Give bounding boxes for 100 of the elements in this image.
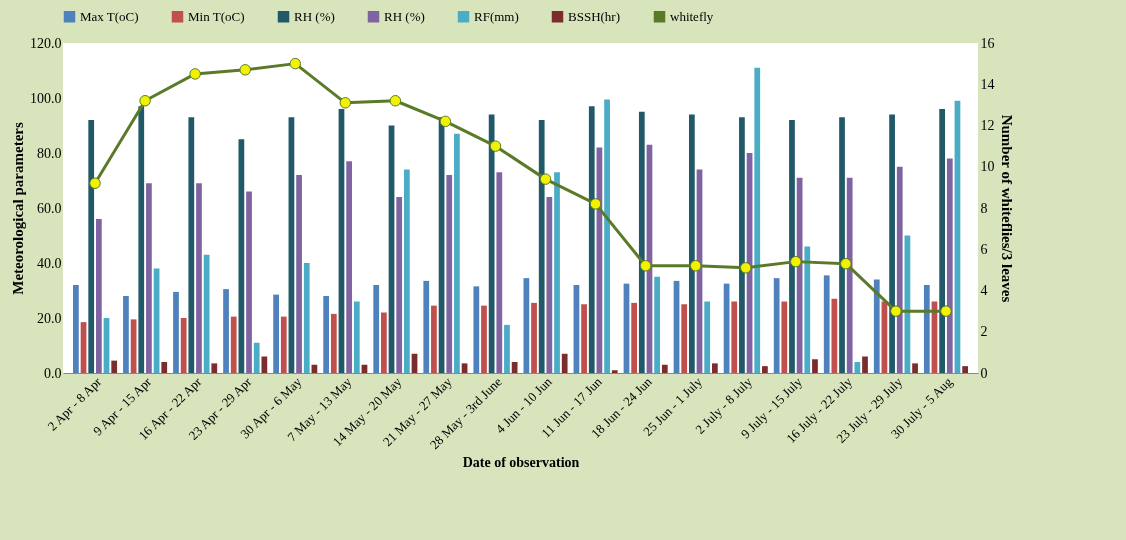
bar — [581, 304, 587, 373]
bar — [681, 304, 688, 373]
bar — [804, 246, 811, 373]
y2-tick-label: 14 — [980, 76, 995, 92]
bar — [146, 183, 152, 373]
bar — [373, 285, 380, 373]
x-axis-title: Date of observation — [462, 455, 580, 471]
legend-label: Max T(oC) — [80, 8, 139, 24]
y-tick-label: 80.0 — [37, 145, 62, 161]
y-tick-label: 0.0 — [44, 365, 62, 381]
bar — [762, 366, 768, 373]
bar — [496, 172, 503, 373]
bar — [588, 106, 595, 373]
y-axis-title: Meteorological parameters — [10, 122, 26, 295]
bar — [661, 364, 668, 373]
point — [439, 115, 452, 128]
bar — [203, 254, 210, 373]
point — [539, 173, 552, 185]
bar — [688, 114, 695, 373]
y2-tick-label: 8 — [980, 200, 988, 216]
y2-tick-label: 10 — [980, 159, 995, 175]
bar — [912, 363, 918, 373]
bar — [796, 177, 803, 373]
bar — [238, 139, 245, 373]
bar — [846, 177, 853, 373]
y-tick-label: 20.0 — [37, 310, 62, 326]
bar — [638, 111, 645, 373]
bar — [731, 301, 738, 373]
bar — [773, 278, 780, 373]
y2-tick-label: 16 — [980, 35, 995, 51]
bar — [95, 219, 102, 373]
y-tick-label: 120.0 — [30, 35, 62, 51]
bar — [253, 342, 260, 373]
y2-tick-label: 6 — [980, 241, 988, 257]
point — [639, 260, 652, 272]
bar — [923, 285, 930, 373]
bar — [473, 286, 480, 373]
bar — [862, 356, 868, 373]
bar — [812, 359, 818, 373]
bar — [296, 175, 302, 373]
y2-tick-label: 12 — [980, 118, 995, 133]
bar — [403, 169, 410, 373]
bar — [889, 114, 895, 373]
y2-axis-title: Number of whiteflies/3 leaves — [998, 114, 1015, 303]
bar — [346, 161, 353, 373]
bar — [211, 363, 218, 373]
bar — [353, 301, 360, 373]
bar — [561, 353, 568, 373]
bar — [280, 316, 287, 373]
y2-tick-label: 0 — [980, 365, 988, 381]
bar — [180, 318, 187, 373]
bar — [196, 183, 202, 373]
bar — [481, 305, 487, 373]
bar — [781, 301, 788, 373]
bar — [546, 197, 553, 373]
y-tick-label: 40.0 — [37, 255, 62, 271]
bar — [611, 370, 618, 373]
legend-label: BSSH(hr) — [568, 8, 621, 24]
bar — [754, 67, 761, 373]
point — [339, 97, 352, 109]
point — [740, 262, 752, 274]
bar — [273, 294, 279, 373]
y-tick-label: 100.0 — [30, 90, 62, 106]
bar — [173, 291, 179, 373]
bar — [839, 117, 845, 373]
legend-label: Min T(oC) — [188, 8, 245, 24]
bar — [261, 356, 268, 373]
bar — [962, 366, 968, 373]
bar — [230, 316, 237, 373]
bar — [431, 305, 437, 373]
legend-label: RH (%) — [384, 8, 425, 24]
point — [289, 57, 301, 70]
bar — [381, 312, 387, 373]
bar — [789, 120, 795, 373]
bar — [631, 302, 638, 373]
bar — [73, 285, 79, 373]
bar — [88, 120, 95, 373]
bar — [246, 191, 252, 373]
y-tick-label: 60.0 — [37, 200, 62, 216]
bar — [739, 117, 745, 373]
point — [139, 95, 151, 107]
legend-label: RH (%) — [294, 8, 335, 24]
bar — [823, 275, 830, 373]
bar — [504, 324, 510, 373]
point — [489, 140, 502, 152]
bar — [423, 280, 430, 373]
bar — [454, 133, 460, 373]
bar — [446, 175, 453, 373]
point — [239, 64, 251, 76]
point — [890, 305, 902, 317]
bar — [323, 296, 330, 373]
bar — [538, 120, 545, 373]
bar — [654, 276, 660, 373]
bar — [854, 362, 861, 373]
bar — [488, 114, 495, 373]
bar — [711, 363, 718, 373]
point — [790, 255, 802, 268]
bar — [330, 313, 337, 373]
bar — [138, 106, 145, 373]
bar — [303, 263, 310, 373]
